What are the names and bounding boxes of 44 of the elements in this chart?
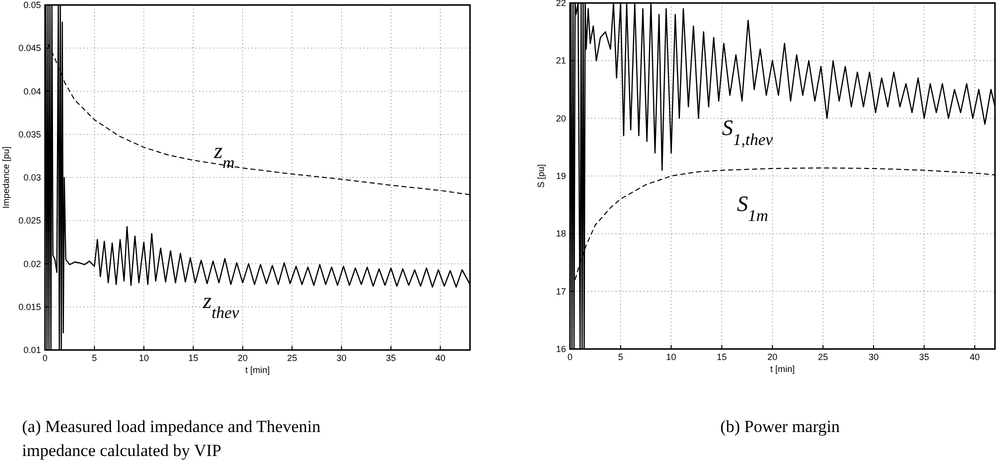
x-tick-label: 10 bbox=[138, 353, 149, 363]
text: (a) Measured load impedance and Thevenin impedance calculated by VIP bbox=[22, 417, 321, 460]
series-label: z$_{m}$ bbox=[213, 138, 235, 172]
x-tick-label: 40 bbox=[970, 352, 980, 362]
y-tick-label: 0.045 bbox=[18, 43, 41, 54]
y-tick-label: 21 bbox=[556, 56, 566, 66]
x-tick-label: 25 bbox=[818, 352, 828, 362]
series-label: S$_{1m}$ bbox=[737, 191, 768, 224]
x-tick-label: 5 bbox=[92, 353, 97, 363]
x-tick-label: 20 bbox=[767, 352, 778, 362]
y-tick-label: 0.015 bbox=[18, 302, 41, 312]
x-tick-label: 0 bbox=[567, 352, 573, 362]
y-tick-label: 20 bbox=[556, 113, 566, 124]
series-label: S$_{1,thev}$ bbox=[722, 115, 774, 148]
x-tick-label: 40 bbox=[435, 353, 446, 363]
y-tick-label: 0.04 bbox=[23, 86, 41, 96]
y-tick-label: 0.035 bbox=[18, 129, 41, 140]
y-tick-label: 0.025 bbox=[18, 216, 41, 226]
y-tick-label: 0.02 bbox=[23, 258, 41, 269]
y-tick-label: 0.01 bbox=[23, 345, 41, 355]
x-tick-label: 0 bbox=[42, 353, 48, 363]
x-tick-label: 25 bbox=[287, 353, 298, 363]
y-tick-label: 18 bbox=[556, 228, 566, 239]
y-axis-title: S [pu] bbox=[536, 164, 546, 188]
x-tick-label: 35 bbox=[386, 353, 396, 363]
text: (b) Power margin bbox=[720, 417, 840, 436]
x-tick-label: 10 bbox=[666, 352, 676, 362]
x-tick-label: 15 bbox=[716, 352, 727, 362]
x-tick-label: 5 bbox=[618, 352, 624, 362]
y-tick-label: 17 bbox=[556, 286, 566, 296]
x-tick-label: 30 bbox=[336, 353, 347, 363]
x-tick-label: 35 bbox=[919, 352, 930, 362]
y-tick-label: 22 bbox=[556, 0, 566, 8]
y-tick-label: 0.05 bbox=[23, 0, 41, 10]
y-tick-label: 0.03 bbox=[23, 172, 41, 182]
x-tick-label: 30 bbox=[868, 352, 879, 362]
y-tick-label: 19 bbox=[556, 171, 566, 181]
x-axis-title: t [min] bbox=[245, 365, 270, 375]
x-tick-label: 20 bbox=[238, 353, 248, 363]
y-axis-title: Impedance [pu] bbox=[1, 146, 11, 209]
x-axis-title: t [min] bbox=[770, 364, 795, 374]
x-tick-label: 15 bbox=[188, 353, 198, 363]
y-tick-label: 16 bbox=[556, 344, 566, 354]
series-label: z$_{thev}$ bbox=[202, 288, 240, 322]
